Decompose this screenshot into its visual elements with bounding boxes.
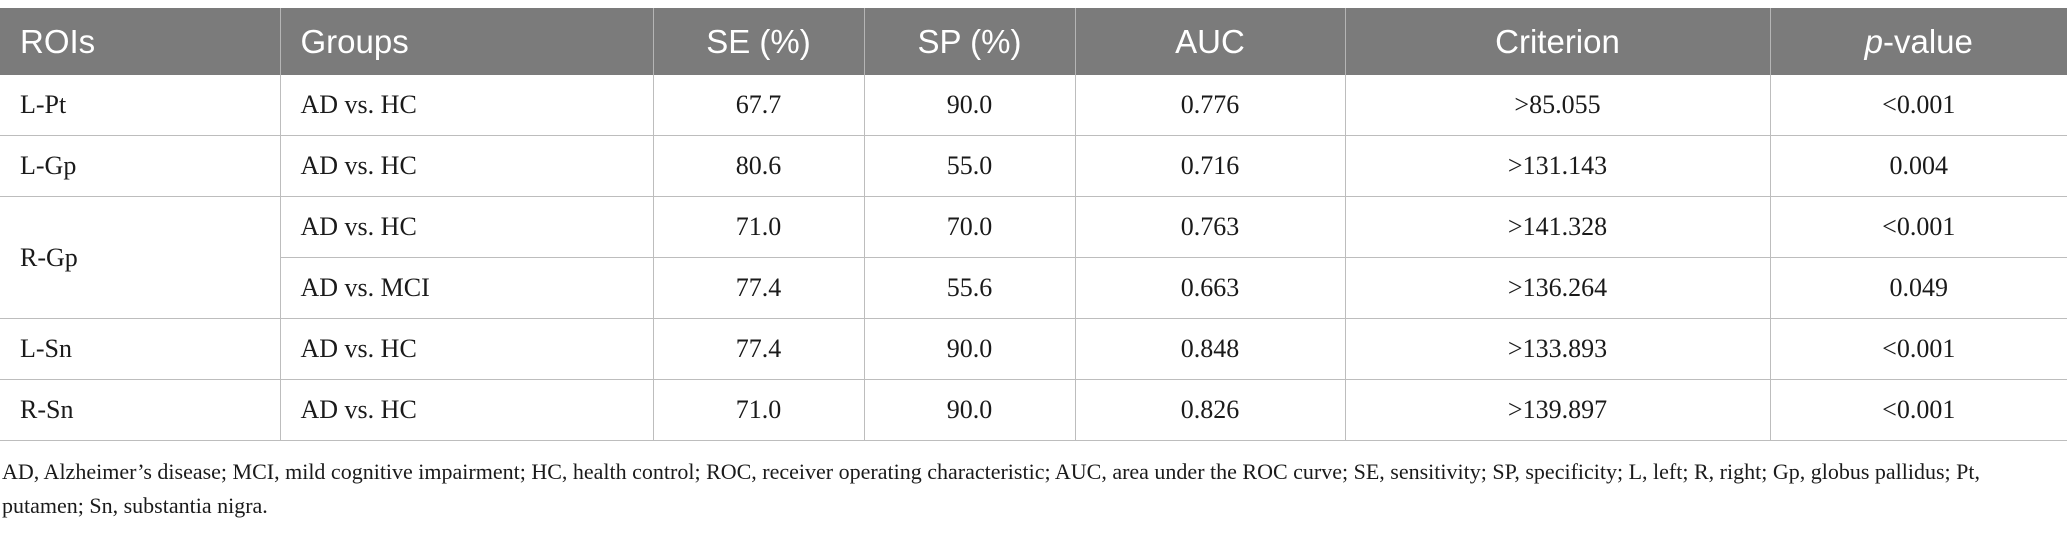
cell-sp: 55.6 — [863, 257, 1075, 319]
cell-p-value: <0.001 — [1769, 379, 2067, 441]
header-se: SE (%) — [652, 8, 864, 75]
table-row: L-Pt AD vs. HC 67.7 90.0 0.776 >85.055 <… — [0, 75, 2067, 136]
cell-se: 77.4 — [652, 318, 864, 380]
cell-groups: AD vs. HC — [279, 75, 653, 136]
cell-p-value: 0.049 — [1769, 257, 2067, 319]
cell-criterion: >85.055 — [1344, 75, 1770, 136]
header-p-suffix: -value — [1882, 22, 1973, 60]
header-groups: Groups — [279, 8, 653, 75]
header-auc: AUC — [1074, 8, 1345, 75]
cell-roi: R-Gp — [0, 196, 280, 319]
table-row: L-Gp AD vs. HC 80.6 55.0 0.716 >131.143 … — [0, 135, 2067, 197]
header-sp: SP (%) — [863, 8, 1075, 75]
cell-roi: L-Gp — [0, 135, 280, 197]
cell-se: 80.6 — [652, 135, 864, 197]
cell-p-value: <0.001 — [1769, 75, 2067, 136]
cell-auc: 0.776 — [1074, 75, 1345, 136]
cell-auc: 0.663 — [1074, 257, 1345, 319]
cell-se: 71.0 — [652, 196, 864, 258]
cell-criterion: >139.897 — [1344, 379, 1770, 441]
cell-p-value: 0.004 — [1769, 135, 2067, 197]
cell-criterion: >131.143 — [1344, 135, 1770, 197]
roc-results-table: ROIs Groups SE (%) SP (%) AUC Criterion … — [0, 8, 2067, 441]
cell-criterion: >133.893 — [1344, 318, 1770, 380]
table-footnote: AD, Alzheimer’s disease; MCI, mild cogni… — [2, 459, 1981, 518]
cell-sp: 90.0 — [863, 75, 1075, 136]
cell-se: 77.4 — [652, 257, 864, 319]
cell-p-value: <0.001 — [1769, 196, 2067, 258]
cell-sp: 70.0 — [863, 196, 1075, 258]
cell-groups: AD vs. HC — [279, 196, 653, 258]
cell-groups: AD vs. MCI — [279, 257, 653, 319]
table-row: AD vs. MCI 77.4 55.6 0.663 >136.264 0.04… — [0, 257, 2067, 319]
table-row: R-Sn AD vs. HC 71.0 90.0 0.826 >139.897 … — [0, 379, 2067, 441]
cell-sp: 55.0 — [863, 135, 1075, 197]
cell-sp: 90.0 — [863, 318, 1075, 380]
cell-auc: 0.848 — [1074, 318, 1345, 380]
cell-se: 71.0 — [652, 379, 864, 441]
cell-auc: 0.716 — [1074, 135, 1345, 197]
cell-groups: AD vs. HC — [279, 379, 653, 441]
cell-auc: 0.826 — [1074, 379, 1345, 441]
cell-groups: AD vs. HC — [279, 318, 653, 380]
header-p-value: p-value — [1769, 8, 2067, 75]
results-table-container: ROIs Groups SE (%) SP (%) AUC Criterion … — [0, 8, 2067, 441]
cell-roi: L-Pt — [0, 75, 280, 136]
cell-se: 67.7 — [652, 75, 864, 136]
cell-roi: L-Sn — [0, 318, 280, 380]
header-rois: ROIs — [0, 8, 280, 75]
cell-criterion: >141.328 — [1344, 196, 1770, 258]
cell-groups: AD vs. HC — [279, 135, 653, 197]
cell-roi: R-Sn — [0, 379, 280, 441]
header-criterion: Criterion — [1344, 8, 1770, 75]
cell-p-value: <0.001 — [1769, 318, 2067, 380]
table-header-row: ROIs Groups SE (%) SP (%) AUC Criterion … — [0, 8, 2067, 75]
table-row: L-Sn AD vs. HC 77.4 90.0 0.848 >133.893 … — [0, 318, 2067, 380]
cell-sp: 90.0 — [863, 379, 1075, 441]
cell-criterion: >136.264 — [1344, 257, 1770, 319]
table-row: R-Gp AD vs. HC 71.0 70.0 0.763 >141.328 … — [0, 196, 2067, 319]
header-p-italic: p — [1864, 22, 1883, 60]
cell-auc: 0.763 — [1074, 196, 1345, 258]
